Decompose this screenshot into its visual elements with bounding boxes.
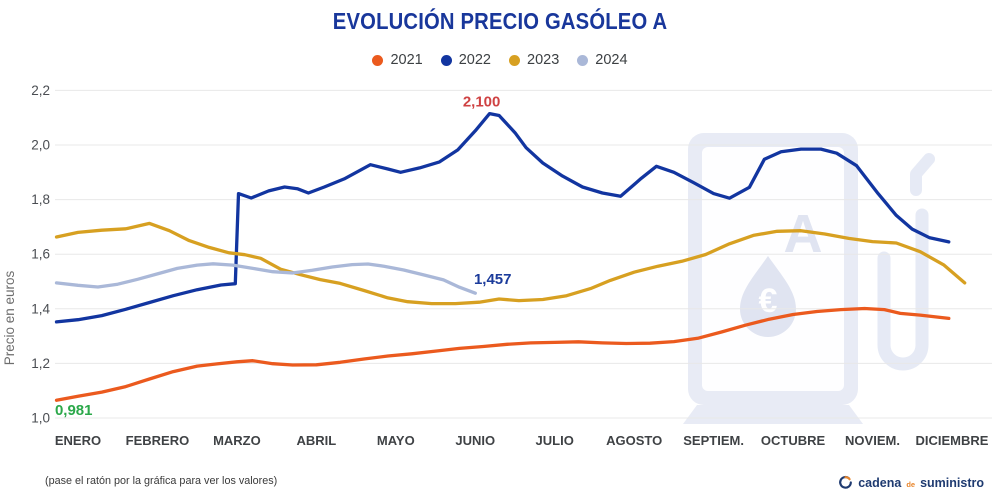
y-tick-label: 2,2 bbox=[31, 83, 50, 98]
annotations-layer: 2,100 1,457 0,981 bbox=[55, 93, 512, 418]
y-tick-label: 1,4 bbox=[31, 301, 50, 316]
x-tick-label-mayo: MAYO bbox=[377, 433, 415, 448]
series-line-2021[interactable] bbox=[54, 306, 951, 402]
legend-label-2022: 2022 bbox=[458, 52, 491, 68]
legend-item-2022[interactable]: 2022 bbox=[440, 52, 491, 68]
legend-dot-2021 bbox=[372, 54, 384, 66]
x-tick-label-marzo: MARZO bbox=[213, 433, 261, 448]
legend-dot-2024 bbox=[577, 54, 589, 66]
x-tick-label-julio: JULIO bbox=[536, 433, 574, 448]
chart-title-text: EVOLUCIÓN PRECIO GASÓLEO A bbox=[332, 8, 668, 34]
axis-labels-layer: 2,2 2,0 1,8 1,6 1,4 1,2 1,0 ENERO FEBRERO MARZO AB… bbox=[31, 83, 989, 448]
legend-dot-2023 bbox=[509, 54, 520, 66]
y-tick-label: 1,6 bbox=[31, 247, 50, 262]
annotation-2021: 0,981 bbox=[55, 402, 93, 419]
chart-legend: 2021 2022 2023 2024 bbox=[0, 52, 1000, 68]
legend-item-2023[interactable]: 2023 bbox=[509, 52, 559, 68]
x-tick-label-septiem: SEPTIEM. bbox=[683, 433, 744, 448]
annotation-2022: 2,100 bbox=[463, 93, 501, 110]
data-series-layer bbox=[54, 111, 967, 402]
hover-hint-note: (pase el ratón por la gráfica para ver l… bbox=[45, 475, 278, 487]
x-tick-label-octubre: OCTUBRE bbox=[761, 433, 826, 448]
x-tick-label-abril: ABRIL bbox=[296, 433, 336, 448]
x-tick-label-agosto: AGOSTO bbox=[606, 433, 662, 448]
annotation-2024: 1,457 bbox=[474, 271, 512, 288]
logo-text-connector: de bbox=[906, 480, 916, 489]
y-tick-label: 1,2 bbox=[31, 356, 50, 371]
legend-item-2021[interactable]: 2021 bbox=[372, 52, 423, 68]
legend-item-2024[interactable]: 2024 bbox=[577, 52, 628, 68]
pump-hose-shape bbox=[877, 208, 929, 371]
logo-text-primary: cadena bbox=[858, 475, 902, 490]
cadena-de-suministro-logo[interactable]: cadena de suministro bbox=[838, 475, 984, 490]
logo-swirl-icon bbox=[839, 475, 853, 489]
fuel-pump-watermark-icon: A € bbox=[683, 133, 935, 424]
page-title: EVOLUCIÓN PRECIO GASÓLEO A bbox=[0, 8, 1000, 35]
legend-dot-2022 bbox=[440, 54, 452, 66]
x-tick-label-febrero: FEBRERO bbox=[126, 433, 190, 448]
y-tick-label: 1,0 bbox=[31, 411, 50, 426]
legend-label-2021: 2021 bbox=[390, 52, 423, 68]
x-tick-label-enero: ENERO bbox=[55, 433, 101, 448]
pump-nozzle-shape bbox=[910, 153, 935, 196]
x-tick-label-noviem: NOVIEM. bbox=[845, 433, 900, 448]
watermark-euro-symbol: € bbox=[759, 282, 778, 320]
y-tick-label: 1,8 bbox=[31, 192, 50, 207]
legend-label-2023: 2023 bbox=[527, 52, 560, 68]
series-line-2023[interactable] bbox=[54, 221, 967, 306]
x-tick-label-diciembre: DICIEMBRE bbox=[915, 433, 988, 448]
logo-text-secondary: suministro bbox=[920, 475, 984, 490]
series-line-2024[interactable] bbox=[54, 262, 477, 295]
y-tick-label: 2,0 bbox=[31, 138, 50, 153]
y-axis-title: Precio en euros bbox=[2, 270, 17, 365]
pump-pedestal-shape bbox=[683, 405, 863, 424]
legend-label-2024: 2024 bbox=[595, 52, 628, 68]
x-tick-label-junio: JUNIO bbox=[455, 433, 495, 448]
